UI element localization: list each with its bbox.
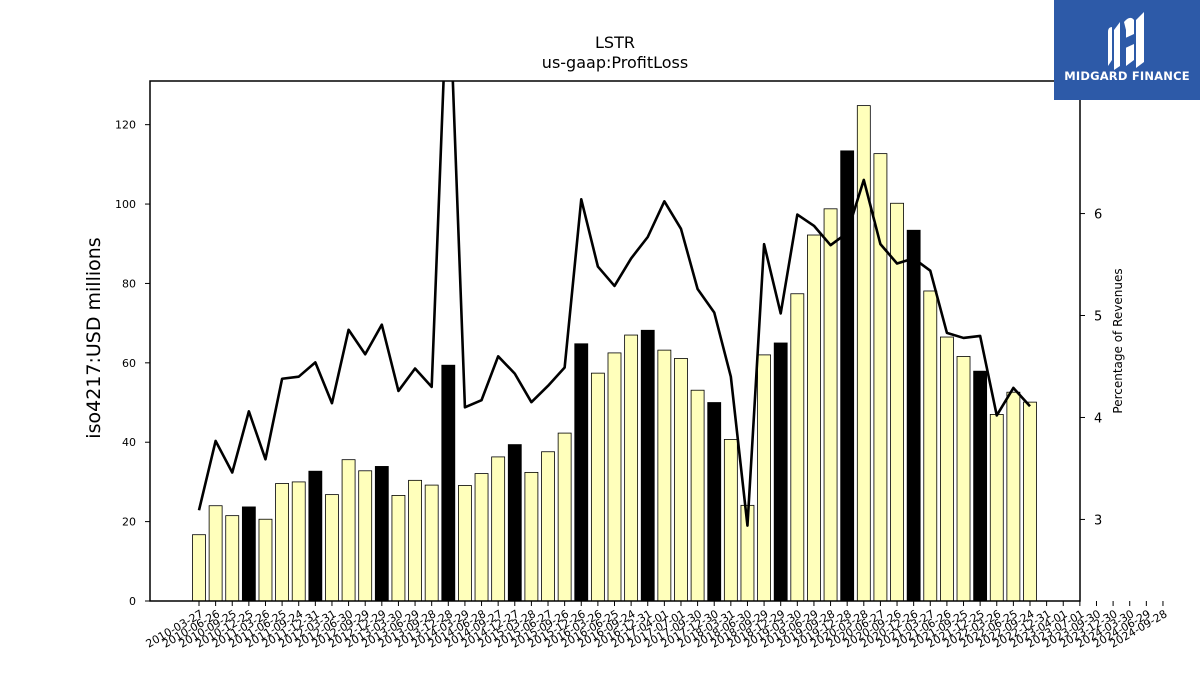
bar — [723, 439, 738, 602]
bar — [325, 494, 339, 602]
bars — [192, 105, 1037, 602]
bar — [474, 473, 489, 602]
y2-tick-label: 3 — [1094, 513, 1102, 528]
bar — [341, 459, 356, 602]
bar — [574, 343, 589, 602]
series-line — [197, 81, 1031, 527]
y-tick-label: 0 — [129, 595, 136, 608]
brand-logo-text: MIDGARD FINANCE — [1064, 69, 1190, 83]
bar — [707, 402, 722, 602]
y-axis-left: 0 20 40 60 80 100 120 — [115, 119, 150, 608]
chart-title: LSTR — [595, 33, 635, 52]
bar — [790, 293, 805, 602]
bar — [757, 354, 771, 602]
bar — [906, 229, 921, 602]
bar — [374, 466, 389, 602]
brand-logo: MIDGARD FINANCE — [1054, 0, 1200, 100]
bar — [607, 352, 622, 602]
bar — [225, 515, 240, 602]
bar — [973, 370, 988, 602]
bar — [773, 342, 788, 602]
bar — [391, 495, 406, 602]
bar — [358, 470, 373, 602]
bar — [192, 534, 206, 602]
bar — [258, 518, 273, 602]
bar — [241, 506, 256, 602]
y-axis-label: iso4217:USD millions — [83, 237, 105, 438]
bar — [408, 479, 422, 602]
bar — [823, 208, 838, 602]
bar — [690, 389, 705, 602]
bar — [541, 451, 555, 602]
bar — [590, 372, 605, 602]
bar — [441, 364, 456, 602]
y2-tick-label: 4 — [1094, 411, 1102, 426]
y-tick-label: 100 — [115, 198, 136, 211]
bar — [291, 481, 306, 602]
midgard-m-logo-icon — [1108, 12, 1144, 70]
y-tick-label: 80 — [122, 277, 136, 290]
bar — [674, 358, 688, 602]
y-tick-label: 40 — [122, 436, 136, 449]
y-tick-label: 120 — [115, 119, 136, 132]
bar — [640, 329, 655, 602]
bar — [1023, 401, 1037, 602]
bar — [657, 349, 672, 602]
bar — [624, 334, 639, 602]
line-series — [197, 81, 1031, 527]
y2-tick-label: 6 — [1094, 208, 1102, 223]
y2-axis-label: Percentage of Revenues — [1111, 268, 1125, 413]
bar — [557, 432, 572, 602]
bar — [807, 234, 821, 602]
bar — [308, 470, 323, 602]
chart-subtitle: us-gaap:ProfitLoss — [542, 53, 688, 72]
y-axis-right: 3 4 5 6 — [1080, 208, 1102, 528]
bar — [923, 290, 938, 602]
bar — [940, 336, 954, 602]
bar — [1006, 391, 1021, 602]
bar — [208, 505, 223, 602]
x-axis: 2010-03-272010-06-262010-09-252010-12-25… — [144, 601, 1169, 651]
bar — [458, 485, 472, 602]
bar — [507, 444, 522, 602]
bar — [873, 153, 888, 602]
bar — [275, 483, 290, 602]
bar — [956, 356, 971, 602]
bar — [524, 471, 539, 602]
y-tick-label: 60 — [122, 357, 136, 370]
bar — [491, 456, 506, 602]
y-tick-label: 20 — [122, 516, 136, 529]
y2-tick-label: 5 — [1094, 310, 1102, 325]
bar — [989, 414, 1004, 602]
bar — [424, 484, 439, 602]
